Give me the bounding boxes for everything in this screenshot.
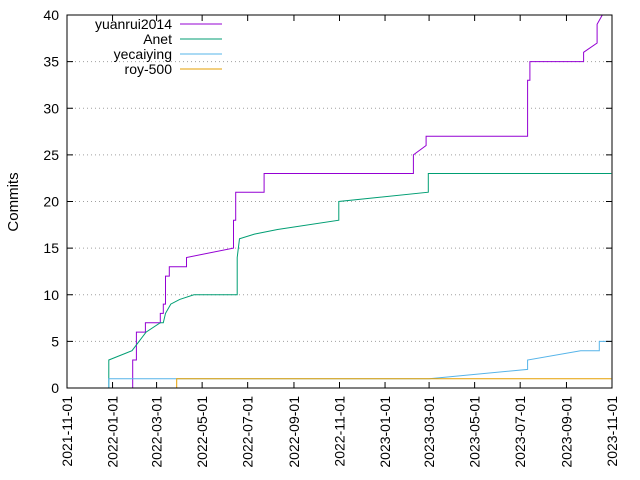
x-axis: 2021-11-01 2022-01-01 2022-03-01 2022-05-01… <box>59 15 620 468</box>
x-tick-label: 2023-09-01 <box>558 396 574 468</box>
y-tick-label: 35 <box>43 54 59 70</box>
x-tick-label: 2023-03-01 <box>421 396 437 468</box>
y-tick-label: 5 <box>51 333 59 349</box>
series-lines <box>108 14 612 388</box>
series-line-yuanrui2014 <box>132 14 603 388</box>
legend-label: roy-500 <box>125 61 173 77</box>
x-tick-label: 2022-09-01 <box>286 396 302 468</box>
y-tick-label: 15 <box>43 240 59 256</box>
x-tick-label: 2023-05-01 <box>467 396 483 468</box>
legend-label: Anet <box>143 31 172 47</box>
legend-label: yecaiying <box>114 46 172 62</box>
x-tick-label: 2022-01-01 <box>105 396 121 468</box>
y-axis: 0 5 10 15 20 25 30 35 40 <box>43 7 612 396</box>
x-tick-label: 2023-01-01 <box>377 396 393 468</box>
series-line-anet <box>108 173 612 388</box>
x-tick-label: 2021-11-01 <box>59 396 75 467</box>
y-tick-label: 40 <box>43 7 59 23</box>
y-axis-title: Commits <box>5 172 22 231</box>
x-tick-label: 2022-03-01 <box>149 396 165 468</box>
series-line-roy-500 <box>176 378 612 388</box>
x-tick-label: 2023-07-01 <box>512 396 528 468</box>
x-tick-label: 2022-07-01 <box>240 396 256 468</box>
y-tick-label: 10 <box>43 287 59 303</box>
y-tick-label: 0 <box>51 380 59 396</box>
x-tick-label: 2022-11-01 <box>332 396 348 467</box>
y-tick-label: 25 <box>43 147 59 163</box>
x-tick-label: 2023-11-01 <box>604 396 620 467</box>
y-tick-label: 30 <box>43 100 59 116</box>
y-tick-label: 20 <box>43 194 59 210</box>
legend-label: yuanrui2014 <box>95 16 172 32</box>
x-tick-label: 2022-05-01 <box>194 396 210 468</box>
series-line-yecaiying <box>108 340 612 388</box>
